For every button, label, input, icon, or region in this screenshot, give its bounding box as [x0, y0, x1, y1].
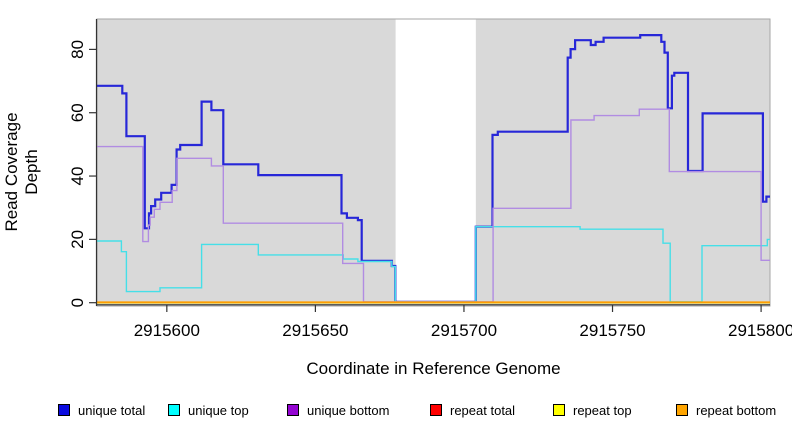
y-tick-label: 0: [68, 298, 87, 307]
y-tick-label: 80: [68, 40, 87, 59]
legend-swatch-repeat-bottom: [676, 404, 688, 416]
x-tick-label: 2915750: [579, 321, 645, 340]
legend-label: repeat bottom: [696, 402, 777, 418]
legend: unique total unique top unique bottom repea…: [0, 401, 792, 425]
legend-label: repeat total: [450, 402, 516, 418]
x-tick-label: 2915650: [282, 321, 348, 340]
x-axis-title: Coordinate in Reference Genome: [306, 359, 561, 378]
legend-item-unique-bottom: unique bottom: [287, 401, 389, 419]
legend-swatch-repeat-top: [553, 404, 565, 416]
x-tick-label: 2915600: [134, 321, 200, 340]
legend-item-repeat-total: repeat total: [430, 401, 515, 419]
legend-label: unique total: [78, 402, 146, 418]
legend-label: unique bottom: [307, 402, 390, 418]
series-unique-top: [97, 226, 770, 303]
y-tick-label: 40: [68, 167, 87, 186]
legend-swatch-unique-top: [168, 404, 180, 416]
legend-label: repeat top: [573, 402, 632, 418]
y-tick-label: 60: [68, 103, 87, 122]
x-tick-label: 2915700: [431, 321, 497, 340]
legend-swatch-unique-total: [58, 404, 70, 416]
legend-item-repeat-top: repeat top: [553, 401, 632, 419]
legend-label: unique top: [188, 402, 249, 418]
legend-swatch-unique-bottom: [287, 404, 299, 416]
legend-item-unique-top: unique top: [168, 401, 249, 419]
x-tick-label: 2915800: [728, 321, 792, 340]
series-unique-bottom: [97, 108, 770, 303]
legend-item-unique-total: unique total: [58, 401, 145, 419]
y-axis-title: Read Coverage Depth: [2, 112, 41, 232]
coverage-gap-band: [395, 19, 476, 303]
legend-swatch-repeat-total: [430, 404, 442, 416]
y-tick-label: 20: [68, 230, 87, 249]
legend-item-repeat-bottom: repeat bottom: [676, 401, 776, 419]
